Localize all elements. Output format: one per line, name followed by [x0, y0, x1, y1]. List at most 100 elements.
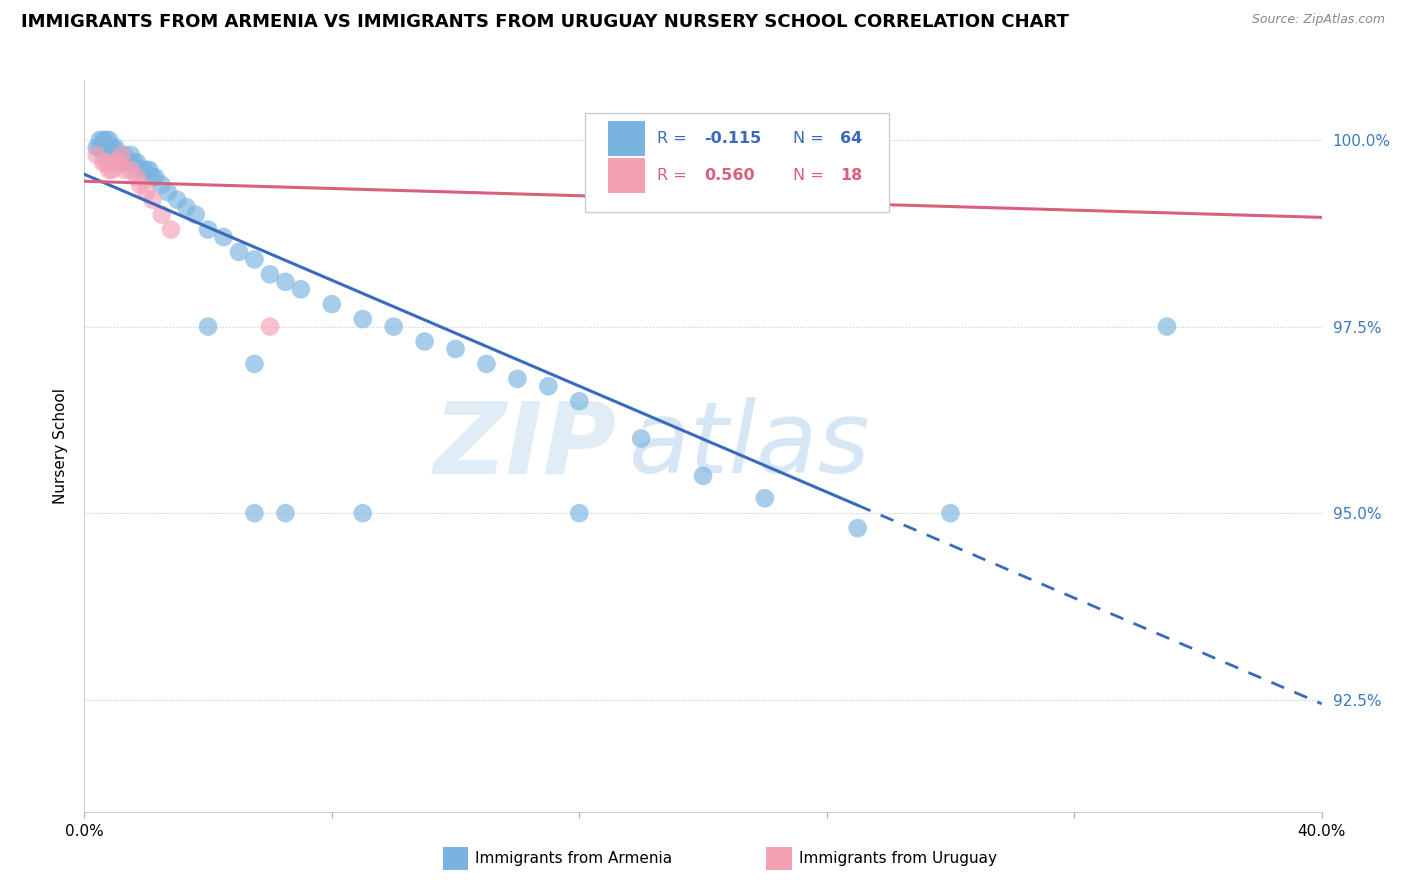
Point — [114, 162, 136, 177]
Point — [475, 357, 498, 371]
Point — [382, 319, 405, 334]
Point — [117, 155, 139, 169]
Text: 64: 64 — [841, 131, 863, 146]
Point — [120, 155, 142, 169]
Point — [110, 148, 132, 162]
Point — [120, 162, 142, 177]
Text: IMMIGRANTS FROM ARMENIA VS IMMIGRANTS FROM URUGUAY NURSERY SCHOOL CORRELATION CH: IMMIGRANTS FROM ARMENIA VS IMMIGRANTS FR… — [21, 13, 1069, 31]
Point — [939, 506, 962, 520]
Point — [104, 148, 127, 162]
Text: N =: N = — [793, 131, 830, 146]
Point — [86, 148, 108, 162]
Point — [129, 178, 152, 192]
Point — [122, 155, 145, 169]
Text: 18: 18 — [841, 168, 863, 183]
Bar — [607, 158, 645, 193]
Text: R =: R = — [657, 168, 692, 183]
Point — [506, 372, 529, 386]
Point — [98, 162, 121, 177]
Point — [156, 186, 179, 200]
Point — [91, 133, 114, 147]
FancyBboxPatch shape — [585, 113, 889, 212]
Text: Source: ZipAtlas.com: Source: ZipAtlas.com — [1251, 13, 1385, 27]
Point — [413, 334, 436, 349]
Bar — [607, 121, 645, 156]
Point — [259, 319, 281, 334]
Point — [107, 148, 129, 162]
Point — [568, 506, 591, 520]
Point — [114, 155, 136, 169]
Point — [212, 230, 235, 244]
Point — [91, 140, 114, 154]
Point — [243, 357, 266, 371]
Point — [101, 162, 124, 177]
Text: 0.560: 0.560 — [704, 168, 755, 183]
Text: Immigrants from Uruguay: Immigrants from Uruguay — [799, 852, 997, 866]
Point — [98, 133, 121, 147]
Point — [243, 252, 266, 267]
Point — [110, 155, 132, 169]
Point — [94, 140, 117, 154]
Point — [107, 155, 129, 169]
Point — [352, 312, 374, 326]
Point — [132, 162, 155, 177]
Point — [444, 342, 467, 356]
Point — [141, 170, 163, 185]
Point — [197, 222, 219, 236]
Text: ZIP: ZIP — [433, 398, 616, 494]
Point — [89, 133, 111, 147]
Point — [274, 275, 297, 289]
Point — [352, 506, 374, 520]
Point — [290, 282, 312, 296]
Point — [107, 155, 129, 169]
Point — [91, 155, 114, 169]
Text: N =: N = — [793, 168, 830, 183]
Point — [104, 140, 127, 154]
Point — [125, 155, 148, 169]
Point — [184, 208, 207, 222]
Point — [120, 148, 142, 162]
Y-axis label: Nursery School: Nursery School — [53, 388, 69, 504]
Point — [98, 140, 121, 154]
Point — [94, 148, 117, 162]
Point — [846, 521, 869, 535]
Point — [537, 379, 560, 393]
Point — [145, 170, 167, 185]
Point — [138, 162, 160, 177]
Point — [583, 133, 606, 147]
Point — [197, 319, 219, 334]
Point — [114, 148, 136, 162]
Point — [129, 162, 152, 177]
Point — [568, 394, 591, 409]
Point — [110, 148, 132, 162]
Point — [101, 148, 124, 162]
Point — [141, 193, 163, 207]
Point — [104, 155, 127, 169]
Point — [101, 140, 124, 154]
Point — [94, 155, 117, 169]
Point — [1156, 319, 1178, 334]
Text: atlas: atlas — [628, 398, 870, 494]
Point — [160, 222, 183, 236]
Point — [135, 162, 157, 177]
Point — [86, 140, 108, 154]
Point — [321, 297, 343, 311]
Point — [692, 468, 714, 483]
Text: Immigrants from Armenia: Immigrants from Armenia — [475, 852, 672, 866]
Point — [150, 208, 173, 222]
Point — [176, 200, 198, 214]
Point — [259, 268, 281, 282]
Point — [274, 506, 297, 520]
Point — [166, 193, 188, 207]
Text: -0.115: -0.115 — [704, 131, 762, 146]
Point — [630, 432, 652, 446]
Point — [135, 186, 157, 200]
Point — [94, 133, 117, 147]
Point — [228, 244, 250, 259]
Point — [125, 170, 148, 185]
Text: R =: R = — [657, 131, 692, 146]
Point — [243, 506, 266, 520]
Point — [754, 491, 776, 506]
Point — [89, 140, 111, 154]
Point — [150, 178, 173, 192]
